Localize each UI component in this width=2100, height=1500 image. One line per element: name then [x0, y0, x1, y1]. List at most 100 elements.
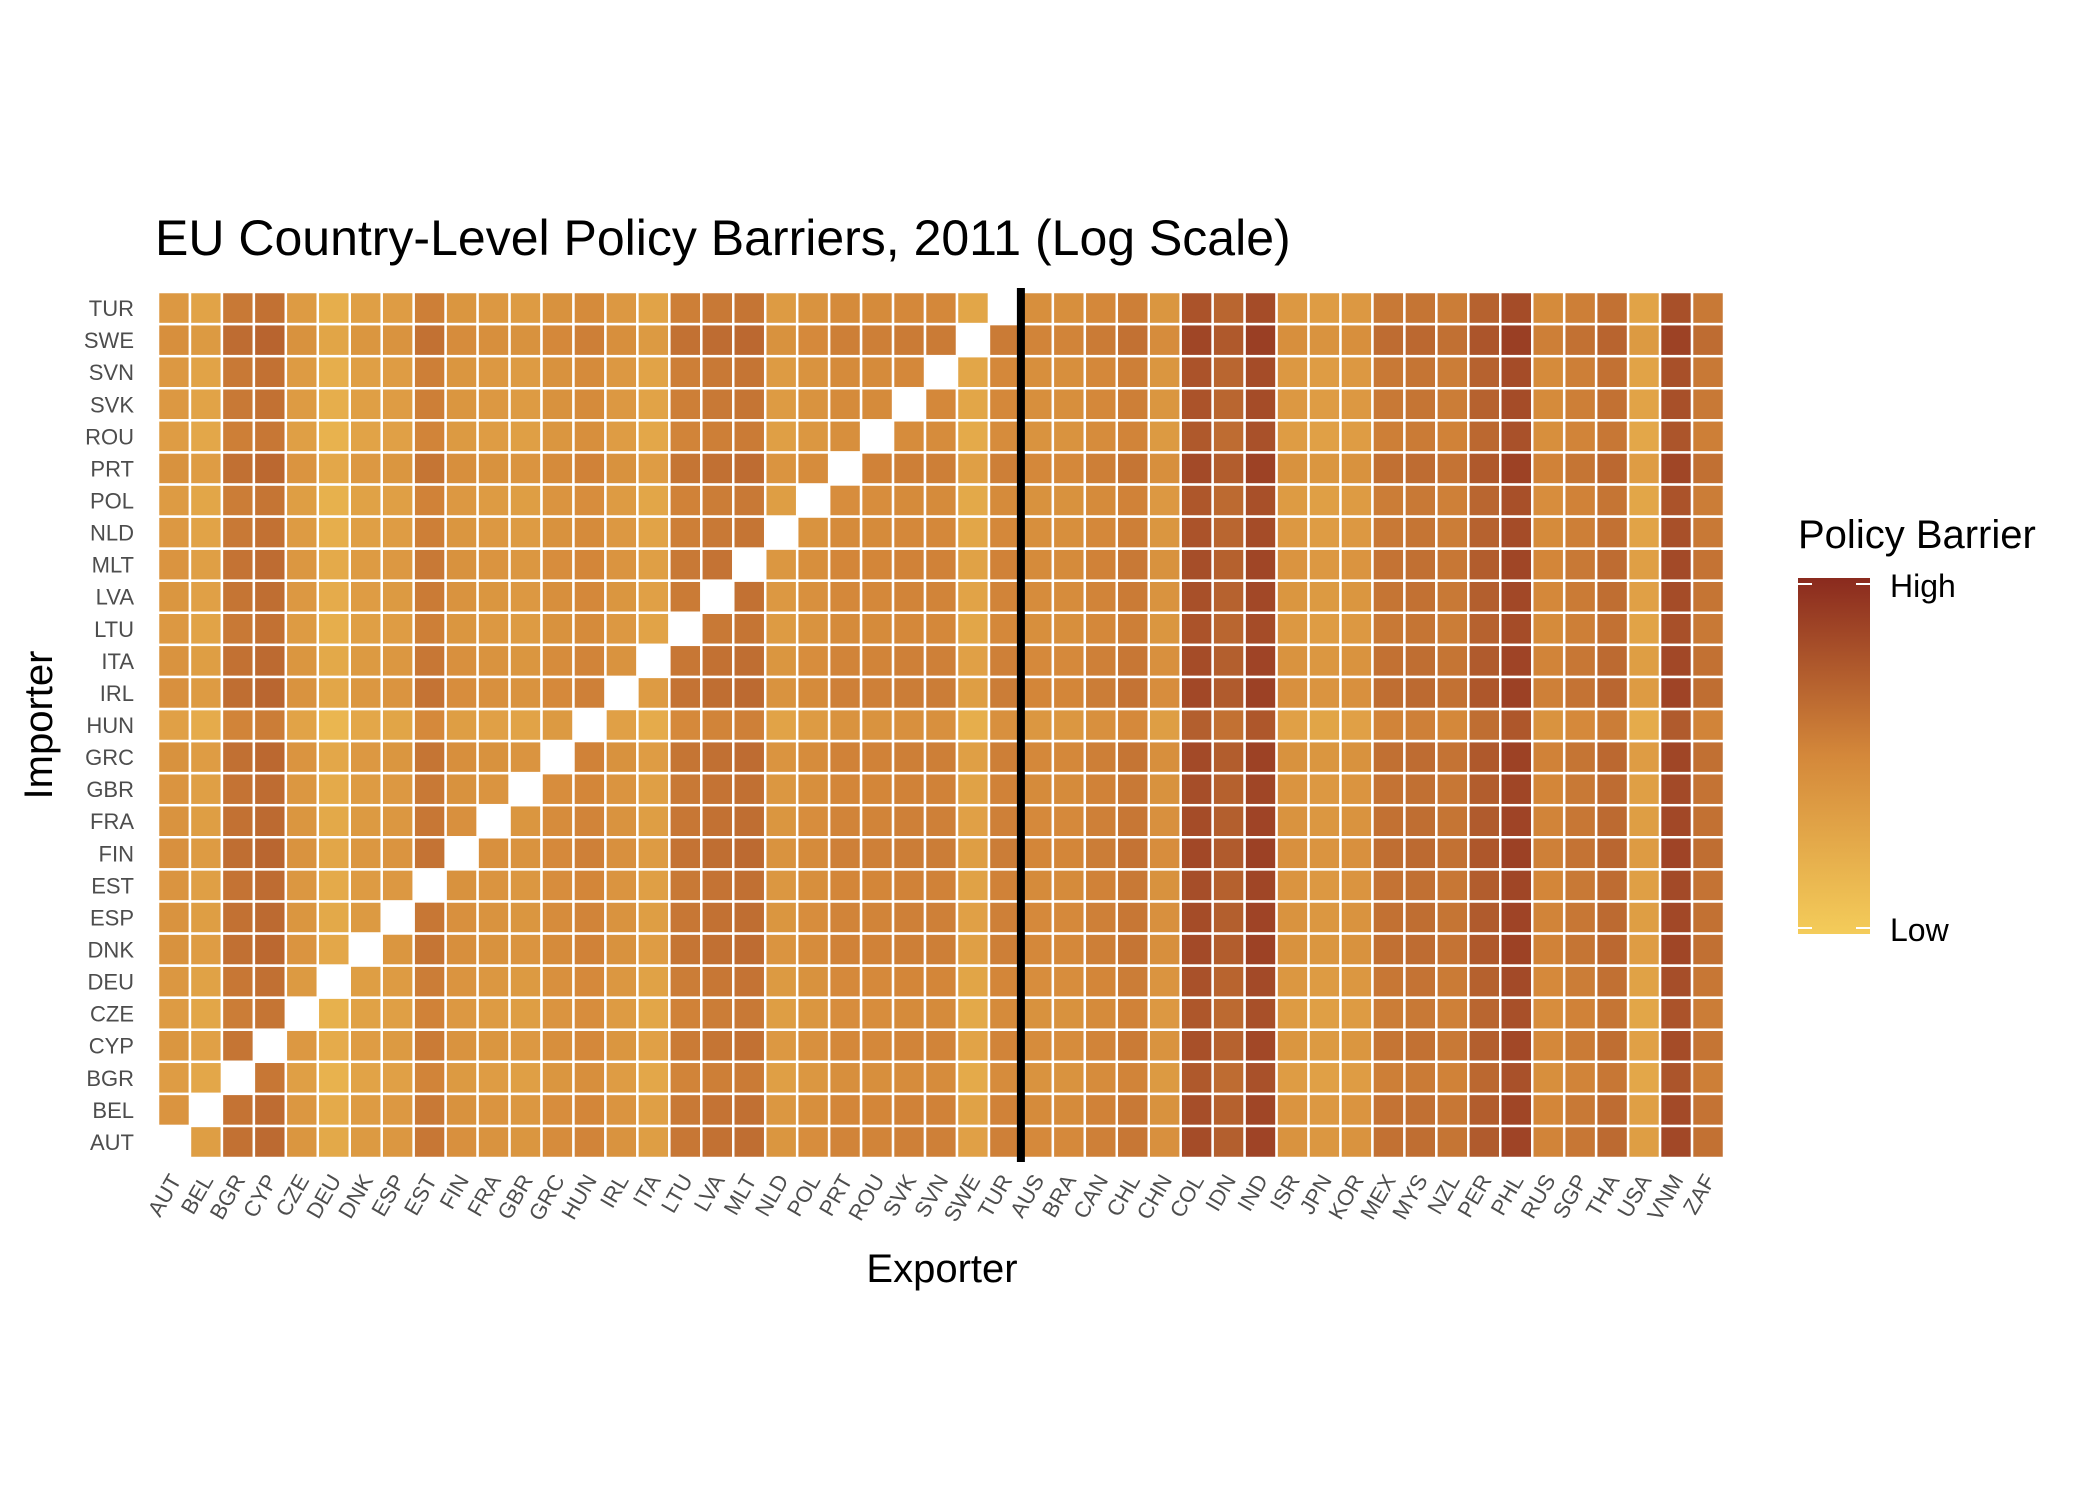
heatmap-cell-fra-can: [1083, 803, 1119, 839]
heatmap-cell-dnk-idn: [1211, 932, 1246, 967]
heatmap-cell-irl-dnk: [348, 675, 383, 711]
heatmap-cell-svn-bgr: [220, 354, 256, 390]
heatmap-cell-hun-fra: [476, 707, 511, 743]
heatmap-cell-aut-ind: [1243, 1124, 1278, 1160]
heatmap-cell-dnk-sgp: [1562, 932, 1598, 967]
heatmap-cell-svn-deu: [316, 354, 352, 390]
heatmap-cell-mlt-gbr: [508, 547, 543, 582]
heatmap-cell-tur-svk: [891, 290, 927, 326]
heatmap-cell-esp-pol: [795, 900, 831, 935]
heatmap-cell-irl-col: [1179, 675, 1214, 711]
heatmap-cell-cyp-rus: [1530, 1028, 1566, 1064]
heatmap-cell-swe-col: [1179, 322, 1214, 358]
heatmap-cell-cze-bgr: [220, 996, 256, 1031]
heatmap-cell-pol-gbr: [508, 483, 543, 518]
heatmap-cell-cze-esp: [380, 996, 415, 1031]
heatmap-cell-fra-bel: [188, 803, 224, 839]
heatmap-cell-mlt-aus: [1019, 547, 1055, 582]
heatmap-cell-grc-rus: [1530, 739, 1566, 775]
heatmap-cell-tur-ind: [1243, 290, 1278, 326]
heatmap-cell-nld-deu: [316, 515, 352, 550]
heatmap-cell-fin-mys: [1403, 836, 1438, 871]
heatmap-cell-est-svn: [923, 868, 959, 903]
heatmap-cell-grc-est: [412, 739, 447, 775]
heatmap-cell-est-prt: [827, 868, 863, 903]
heatmap-cell-svn-vnm: [1658, 354, 1694, 390]
heatmap-cell-ita-est: [412, 643, 447, 679]
heatmap-cell-deu-nld: [763, 964, 799, 999]
x-tick-label-ind: IND: [1232, 1170, 1273, 1215]
heatmap-cell-hun-phl: [1499, 707, 1534, 743]
heatmap-cell-hun-chn: [1147, 707, 1182, 743]
heatmap-cell-grc-col: [1179, 739, 1214, 775]
heatmap-cell-grc-bgr: [220, 739, 256, 775]
heatmap-cell-deu-bel: [188, 964, 224, 999]
heatmap-cell-bgr-cze: [284, 1060, 320, 1096]
heatmap-cell-tur-fra: [476, 290, 511, 326]
heatmap-cell-esp-cyp: [252, 900, 288, 935]
heatmap-cell-rou-pol: [795, 419, 831, 454]
heatmap-cell-svk-zaf: [1690, 386, 1726, 422]
heatmap-cell-cze-mys: [1403, 996, 1438, 1031]
heatmap-cell-cyp-tha: [1594, 1028, 1630, 1064]
heatmap-cell-est-jpn: [1307, 868, 1342, 903]
heatmap-cell-ita-mlt: [732, 643, 767, 679]
heatmap-cell-pol-rus: [1530, 483, 1566, 518]
y-tick-label-nld: NLD: [90, 521, 134, 546]
heatmap-cell-irl-idn: [1211, 675, 1246, 711]
heatmap-cell-fin-per: [1467, 836, 1502, 871]
heatmap-cell-gbr-mys: [1403, 771, 1438, 807]
heatmap-cell-cyp-lva: [700, 1028, 735, 1064]
heatmap-cell-hun-ind: [1243, 707, 1278, 743]
heatmap-cell-est-vnm: [1658, 868, 1694, 903]
heatmap-cell-rou-mys: [1403, 419, 1438, 454]
heatmap-cell-ita-hun: [572, 643, 607, 679]
heatmap-cell-dnk-mex: [1371, 932, 1406, 967]
heatmap-cell-cyp-bel: [188, 1028, 224, 1064]
heatmap-cell-dnk-deu: [316, 932, 352, 967]
heatmap-cell-ltu-irl: [604, 611, 639, 647]
heatmap-cell-ita-irl: [604, 643, 639, 679]
y-tick-label-lva: LVA: [96, 585, 135, 610]
heatmap-cell-fin-usa: [1626, 836, 1662, 871]
heatmap-cell-est-fra: [476, 868, 511, 903]
heatmap-cell-nld-vnm: [1658, 515, 1694, 550]
heatmap-cell-pol-mlt: [732, 483, 767, 518]
heatmap-cell-irl-isr: [1275, 675, 1310, 711]
heatmap-cell-prt-ind: [1243, 451, 1278, 486]
heatmap-cell-gbr-aut: [156, 771, 192, 807]
heatmap-cell-aut-tha: [1594, 1124, 1630, 1160]
heatmap-cell-swe-zaf: [1690, 322, 1726, 358]
heatmap-cell-rou-rus: [1530, 419, 1566, 454]
heatmap-cell-est-col: [1179, 868, 1214, 903]
heatmap-cell-lva-per: [1467, 579, 1502, 614]
heatmap-cell-hun-nld: [763, 707, 799, 743]
heatmap-cell-bgr-vnm: [1658, 1060, 1694, 1096]
heatmap-cell-nld-jpn: [1307, 515, 1342, 550]
heatmap-cell-esp-fin: [444, 900, 479, 935]
heatmap-cell-dnk-prt: [827, 932, 863, 967]
heatmap-cell-grc-irl: [604, 739, 639, 775]
legend: Policy Barrier High Low: [1798, 513, 2036, 948]
heatmap-cell-ita-bel: [188, 643, 224, 679]
heatmap-cell-gbr-svk: [891, 771, 927, 807]
heatmap-cell-gbr-ita: [636, 771, 671, 807]
heatmap-cell-svn-irl: [604, 354, 639, 390]
heatmap-cell-gbr-dnk: [348, 771, 383, 807]
heatmap-cell-cyp-deu: [316, 1028, 352, 1064]
heatmap-cell-dnk-rus: [1530, 932, 1566, 967]
heatmap-cell-prt-bgr: [220, 451, 256, 486]
heatmap-cell-prt-grc: [540, 451, 575, 486]
heatmap-cell-irl-rus: [1530, 675, 1566, 711]
heatmap-cell-tur-can: [1083, 290, 1119, 326]
heatmap-cell-lva-cze: [284, 579, 320, 614]
heatmap-cell-cyp-esp: [380, 1028, 415, 1064]
heatmap-cell-pol-fin: [444, 483, 479, 518]
heatmap-cell-ita-lva: [700, 643, 735, 679]
heatmap-cell-irl-grc: [540, 675, 575, 711]
heatmap-cell-swe-tha: [1594, 322, 1630, 358]
heatmap-cell-bel-rou: [859, 1092, 895, 1128]
heatmap-cell-prt-zaf: [1690, 451, 1726, 486]
heatmap-cell-dnk-fin: [444, 932, 479, 967]
heatmap-cell-fin-chl: [1115, 836, 1150, 871]
